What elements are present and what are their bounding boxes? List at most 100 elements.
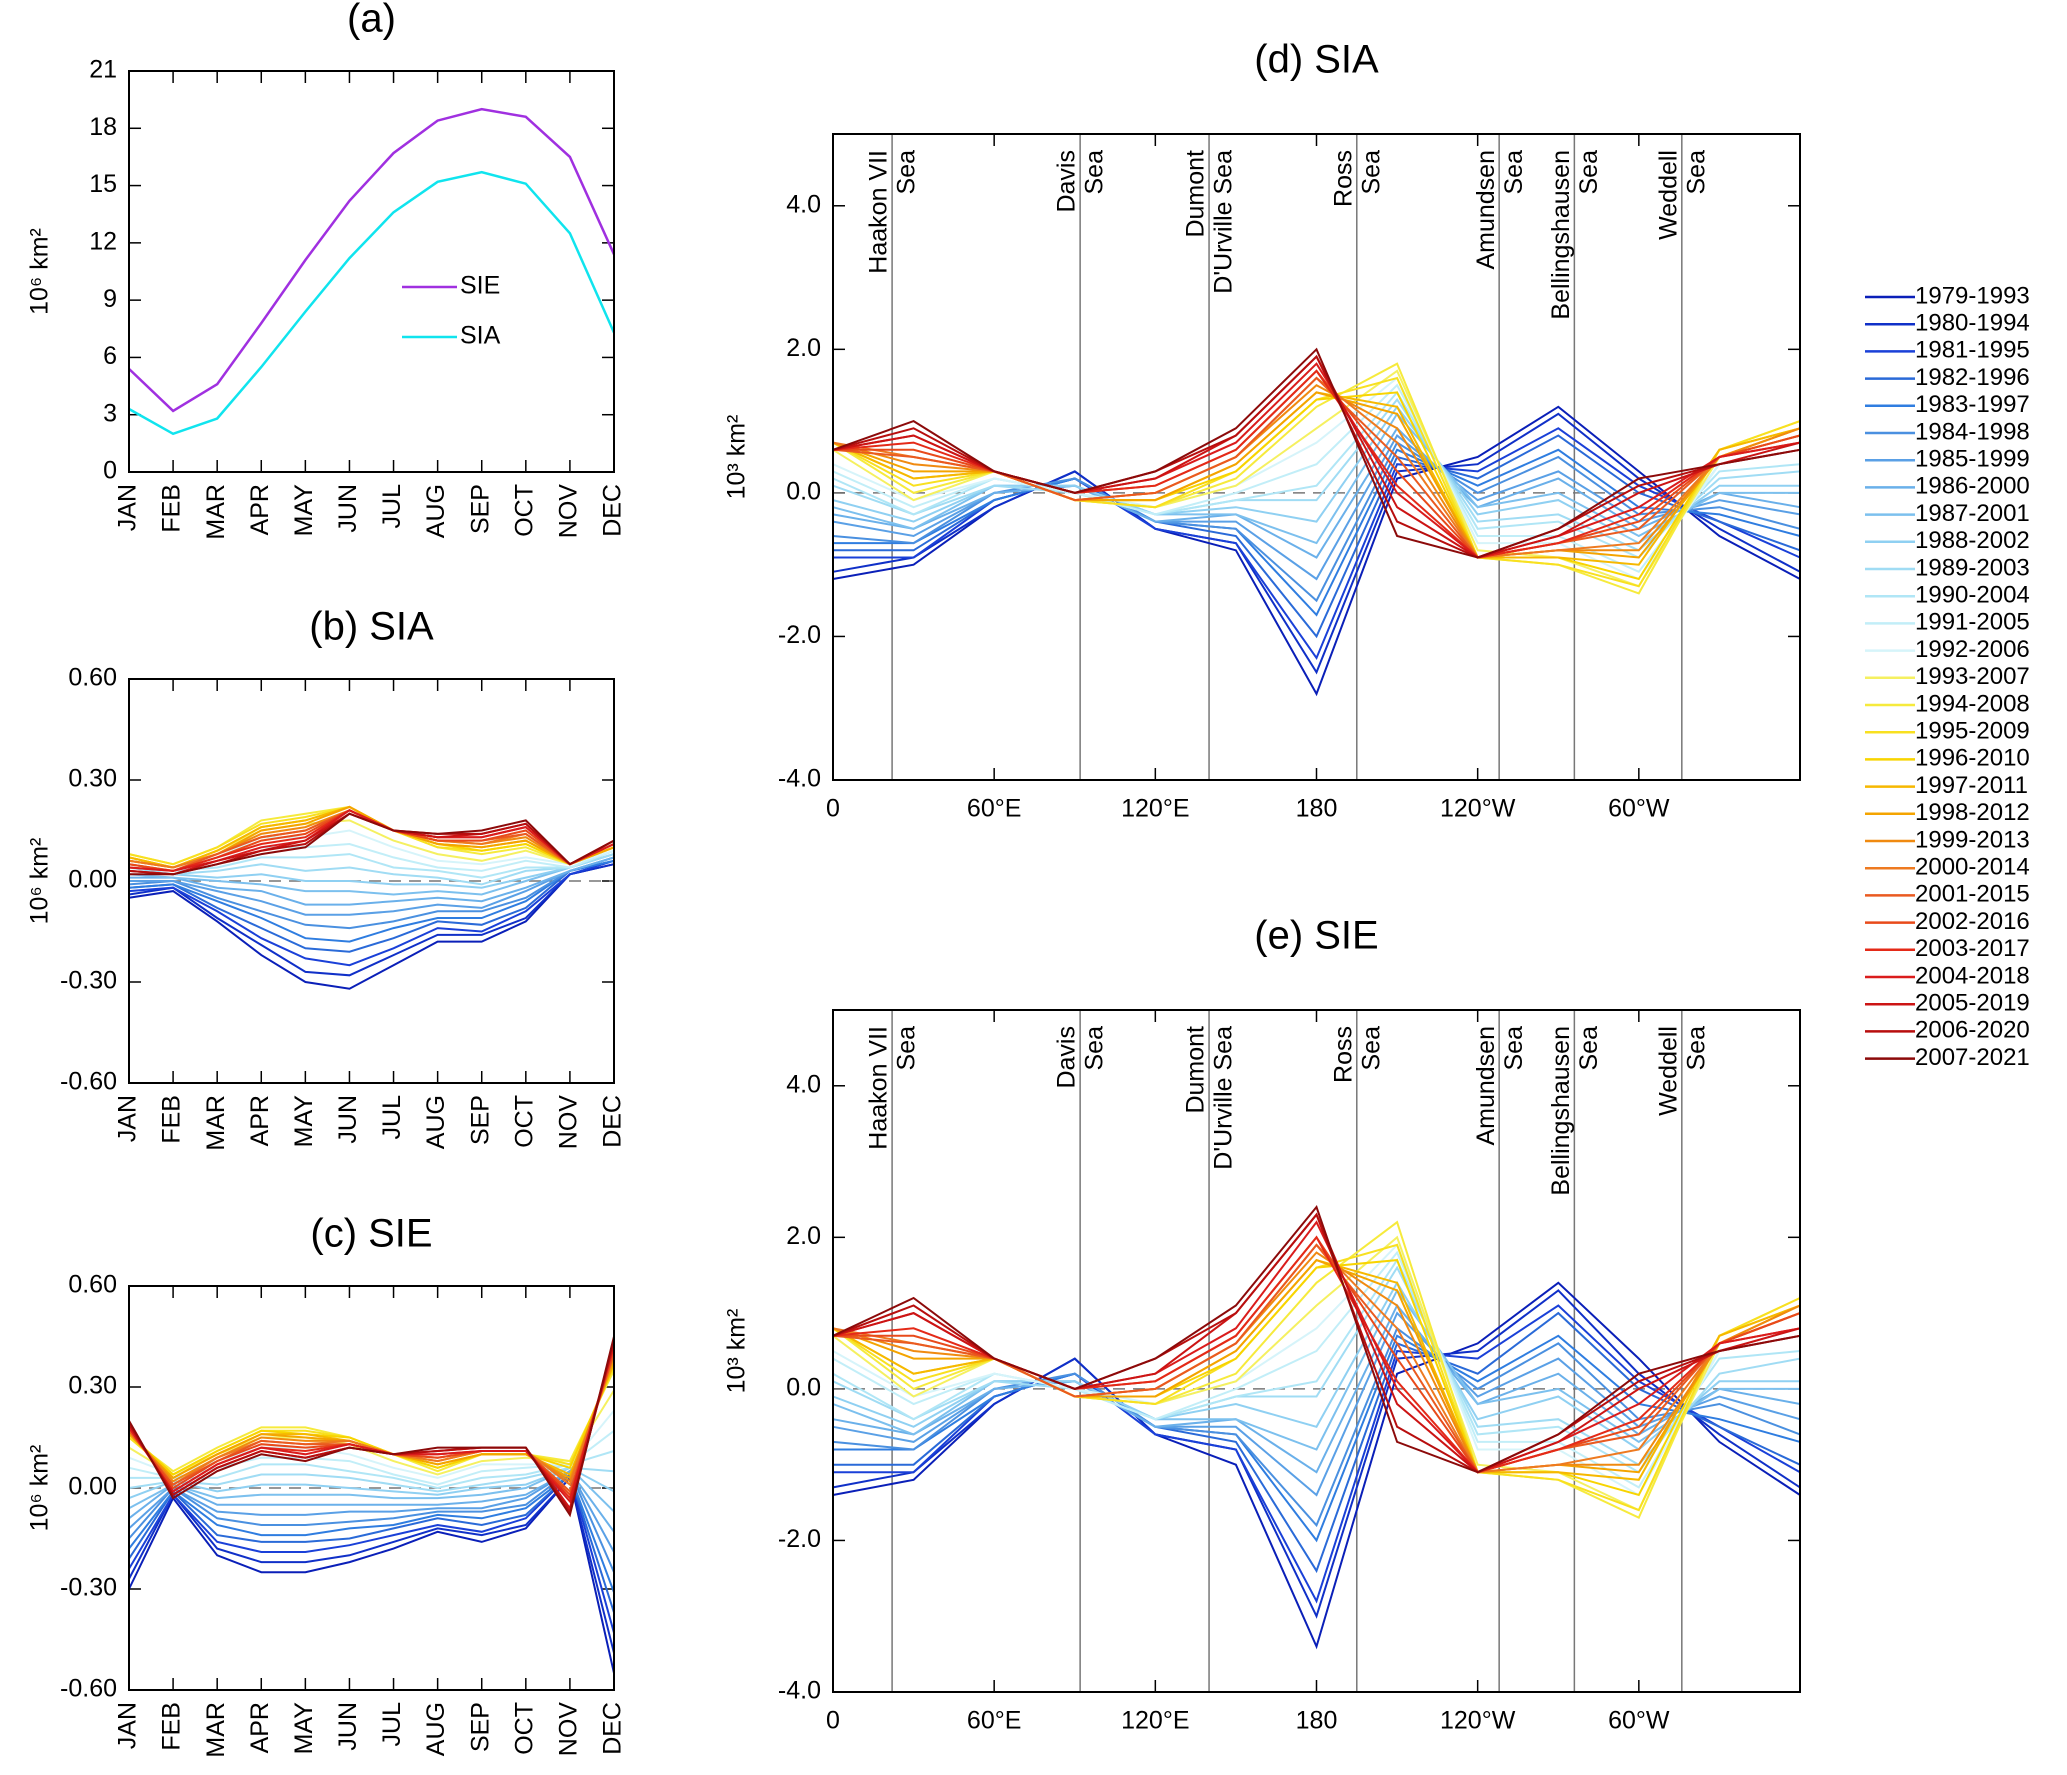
legend-label: 1999-2013: [1915, 826, 2030, 853]
region-label: Sea: [1500, 1026, 1528, 1071]
y-tick-label: 21: [89, 56, 117, 84]
y-tick-label: -4.0: [778, 1677, 821, 1705]
y-axis-label: 10⁶ km²: [26, 228, 54, 315]
x-tick-label: 180: [1296, 1707, 1338, 1735]
plot-frame: [128, 1285, 615, 1691]
x-tick-label: NOV: [555, 1702, 583, 1757]
x-tick-label: MAY: [290, 484, 318, 537]
region-label: Dumont: [1182, 150, 1210, 238]
y-tick-label: 15: [89, 170, 117, 198]
series-line: [128, 863, 615, 990]
y-tick-label: -0.30: [60, 967, 117, 995]
legend-label: 1984-1998: [1915, 418, 2030, 445]
series-line: [128, 853, 615, 886]
x-tick-label: 60°W: [1608, 795, 1670, 823]
x-tick-label: DEC: [599, 1095, 627, 1148]
series-line: [128, 1469, 615, 1573]
series-line: [128, 859, 615, 953]
x-tick-label: FEB: [158, 484, 186, 533]
legend-label: 2001-2015: [1915, 881, 2030, 908]
y-tick-label: 2.0: [786, 1222, 821, 1250]
series-line: [128, 853, 615, 896]
x-tick-label: 120°W: [1440, 1707, 1516, 1735]
series-line: [128, 859, 615, 967]
x-tick-label: JUL: [378, 1702, 406, 1747]
legend-label: 1992-2006: [1915, 636, 2030, 663]
x-tick-label: MAR: [202, 1095, 230, 1151]
legend-label: 1994-2008: [1915, 690, 2030, 717]
x-tick-label: 120°E: [1121, 1707, 1189, 1735]
plot-frame: [128, 678, 615, 1084]
x-tick-label: NOV: [555, 484, 583, 539]
y-axis-label: 10⁶ km²: [26, 1445, 54, 1532]
region-label: Bellingshausen: [1547, 150, 1575, 320]
series-line: [128, 1469, 615, 1533]
x-tick-label: 60°E: [967, 795, 1021, 823]
plot-frame: [832, 1009, 1801, 1693]
series-line: [128, 1466, 615, 1493]
y-tick-label: -0.60: [60, 1675, 117, 1703]
legend-label: 1990-2004: [1915, 582, 2030, 609]
x-tick-label: AUG: [422, 484, 450, 538]
plot-frame: [128, 70, 615, 473]
legend-label: 2000-2014: [1915, 854, 2030, 881]
series-line: [832, 1235, 1801, 1512]
series-line: [128, 856, 615, 930]
region-label: Sea: [1575, 1026, 1603, 1071]
series-line: [128, 1472, 615, 1613]
series-line: [128, 1475, 615, 1674]
plot-frame: [832, 133, 1801, 781]
series-line: [832, 1289, 1801, 1619]
legend-label: 1985-1999: [1915, 446, 2030, 473]
region-label: Sea: [893, 1026, 921, 1071]
region-label: Sea: [1682, 1026, 1710, 1071]
y-tick-label: 4.0: [786, 1070, 821, 1098]
legend-label: 1982-1996: [1915, 364, 2030, 391]
series-line: [129, 856, 615, 916]
x-tick-label: OCT: [510, 484, 538, 537]
y-tick-label: 4.0: [786, 190, 821, 218]
region-label: Sea: [1081, 1026, 1109, 1071]
series-line: [128, 1469, 615, 1553]
y-tick-label: 0.60: [68, 664, 117, 692]
legend-label: 1987-2001: [1915, 500, 2030, 527]
region-label: Sea: [1500, 150, 1528, 195]
series-line: [128, 1336, 615, 1518]
series-line: [129, 1450, 615, 1490]
legend-label: 1979-1993: [1915, 282, 2030, 309]
legend-label: 2003-2017: [1915, 935, 2030, 962]
chart-title: (d) SIA: [1254, 38, 1379, 82]
legend-label: 1998-2012: [1915, 799, 2030, 826]
series-line: [128, 849, 615, 879]
region-label: Amundsen: [1472, 150, 1500, 270]
x-tick-label: FEB: [158, 1702, 186, 1751]
legend-label: 1980-1994: [1915, 310, 2030, 337]
legend-label: 1988-2002: [1915, 527, 2030, 554]
x-tick-label: DEC: [599, 484, 627, 537]
y-tick-label: 12: [89, 227, 117, 255]
x-tick-label: APR: [246, 1095, 274, 1146]
legend-label: SIE: [460, 272, 500, 300]
y-tick-label: 3: [103, 399, 117, 427]
series-line: [832, 1204, 1801, 1474]
y-tick-label: 18: [89, 113, 117, 141]
x-tick-label: SEP: [466, 1095, 494, 1145]
region-label: Davis: [1053, 150, 1081, 213]
legend-label: 1997-2011: [1915, 772, 2028, 799]
x-tick-label: JUN: [334, 484, 362, 533]
y-axis-label: 10³ km²: [723, 1309, 751, 1394]
x-tick-label: OCT: [510, 1095, 538, 1148]
x-tick-label: JUL: [378, 484, 406, 529]
x-tick-label: APR: [246, 1702, 274, 1753]
region-label: Sea: [1575, 150, 1603, 195]
x-tick-label: FEB: [158, 1095, 186, 1144]
region-label: Haakon VII: [865, 1026, 893, 1150]
x-tick-label: JUN: [334, 1702, 362, 1751]
y-tick-label: 0.0: [786, 477, 821, 505]
x-tick-label: SEP: [466, 1702, 494, 1752]
x-tick-label: 120°E: [1121, 795, 1189, 823]
region-label: Sea: [1357, 150, 1385, 195]
region-label: Dumont: [1182, 1026, 1210, 1114]
y-tick-label: -0.60: [60, 1068, 117, 1096]
